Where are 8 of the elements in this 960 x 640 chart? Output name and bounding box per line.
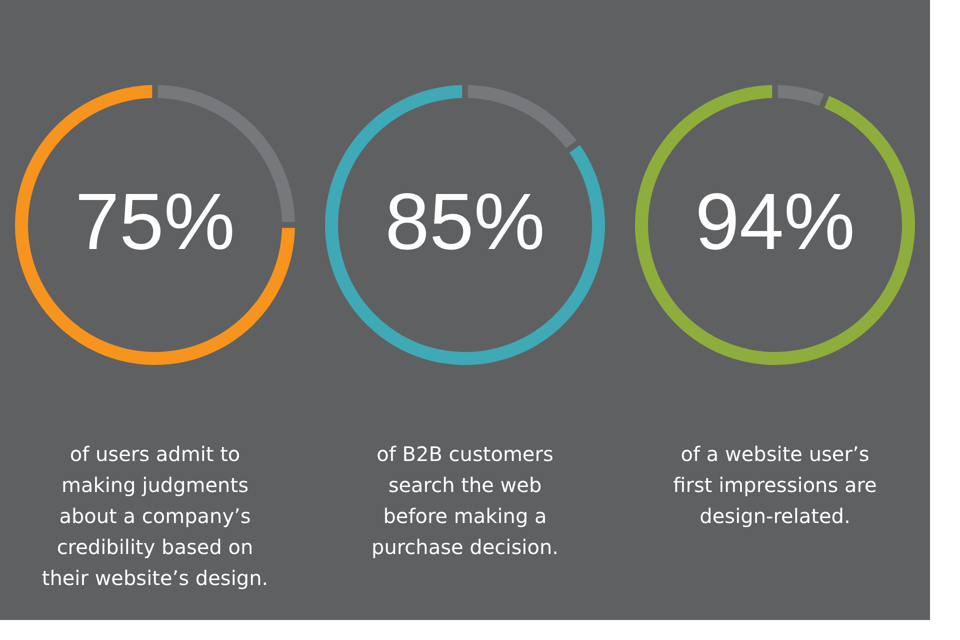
data-label: 94% xyxy=(694,177,856,266)
donut-slice xyxy=(468,85,577,148)
text: of a website user’s first impressions are design-related. xyxy=(673,442,877,528)
text: of B2B customers search the web before making a purchase decision. xyxy=(372,442,558,559)
data-label: 75% xyxy=(74,177,236,266)
donut-slice xyxy=(325,85,605,365)
text: of users admit to making judgments about a company’s credibility based on their website’s design. xyxy=(42,442,268,590)
data-label: 85% xyxy=(384,177,546,266)
